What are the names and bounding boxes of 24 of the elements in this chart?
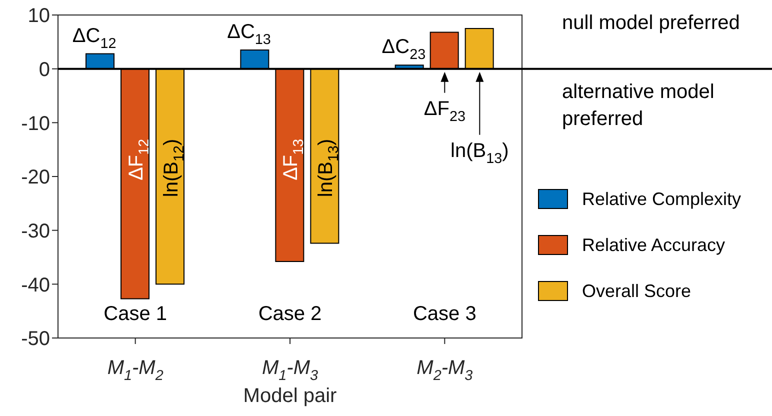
x-axis-title: Model pair [243, 385, 338, 407]
y-tick-label: 10 [28, 5, 50, 28]
y-tick-label: 0 [38, 58, 50, 81]
annotation: ΔF$_{23}$ [424, 98, 466, 125]
y-tick-label: -50 [21, 328, 50, 350]
y-tick-label: -20 [21, 166, 50, 189]
x-tick-label: M$_{1}$-M$_{3}$ [262, 357, 318, 384]
x-tick-label: M$_{2}$-M$_{3}$ [416, 357, 473, 384]
annotation: ΔC$_{12}$ [72, 24, 116, 52]
annotation: ΔC$_{23}$ [382, 36, 426, 64]
legend-label: Overall Score [582, 280, 692, 300]
y-tick-label: -30 [21, 220, 50, 242]
annotation: ΔC$_{13}$ [227, 20, 271, 48]
x-tick-label: M$_{1}$-M$_{2}$ [107, 357, 164, 384]
text: alternative model preferred [562, 80, 714, 130]
annotation: Case 3 [412, 303, 476, 325]
text: null model preferred [562, 12, 740, 34]
legend-label: Relative Complexity [582, 188, 742, 208]
annotation: ln(B$_{13}$) [450, 140, 509, 167]
annotation: Case 1 [104, 303, 168, 325]
y-tick-label: -10 [21, 112, 50, 135]
legend-label: Relative Accuracy [582, 234, 726, 254]
y-tick-label: -40 [21, 274, 50, 296]
annotation: Case 2 [258, 303, 322, 325]
